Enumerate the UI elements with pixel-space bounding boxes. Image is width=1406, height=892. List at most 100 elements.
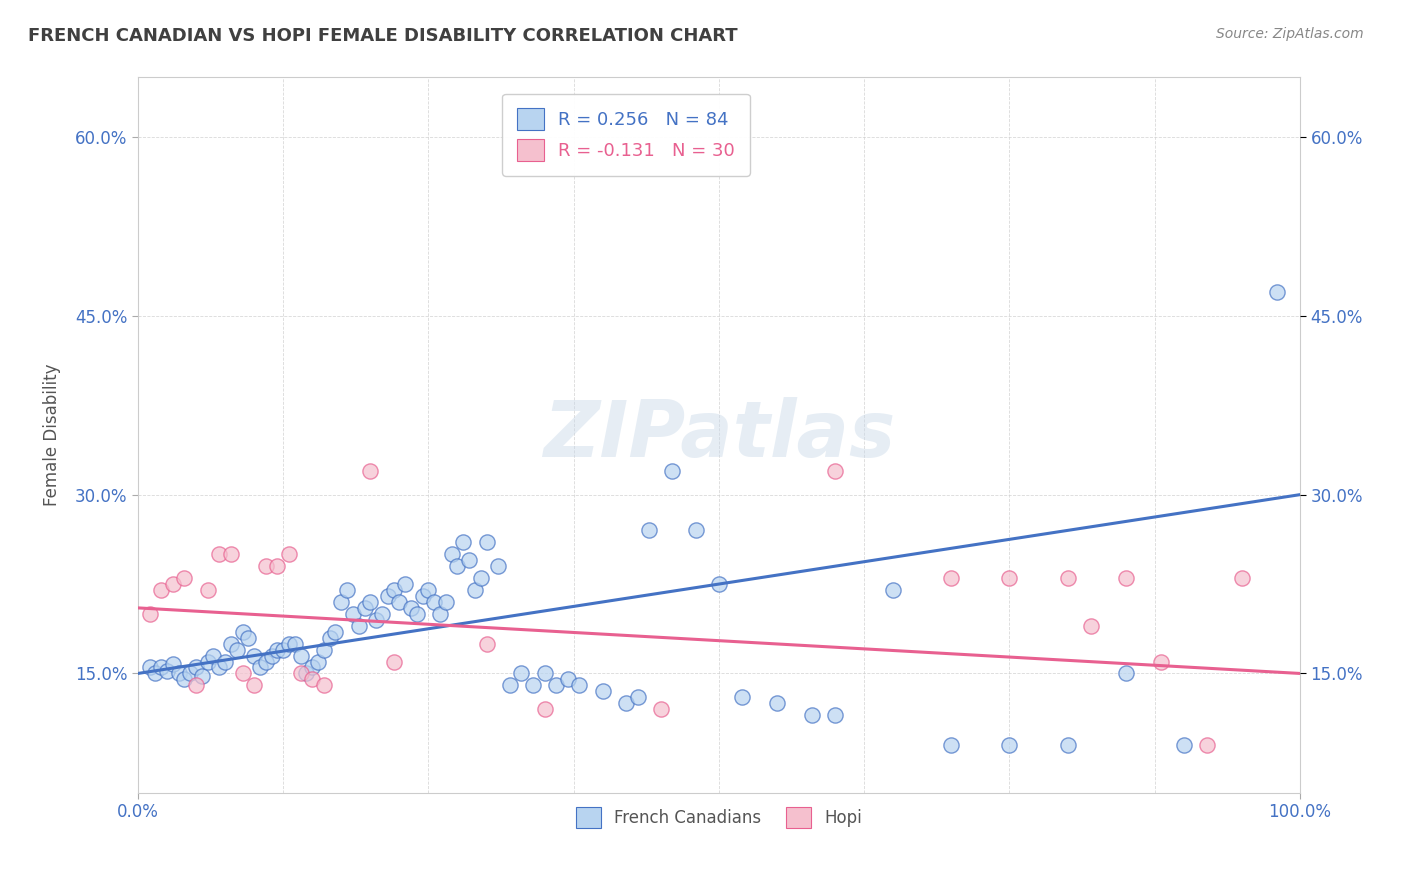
Point	[1149, 655, 1171, 669]
Point	[347, 619, 370, 633]
Text: Source: ZipAtlas.com: Source: ZipAtlas.com	[1216, 27, 1364, 41]
Point	[661, 464, 683, 478]
Point	[353, 600, 375, 615]
Point	[533, 702, 555, 716]
Point	[499, 678, 522, 692]
Point	[179, 666, 201, 681]
Point	[225, 642, 247, 657]
Point	[1080, 619, 1102, 633]
Point	[231, 624, 253, 639]
Point	[405, 607, 427, 621]
Point	[440, 547, 463, 561]
Point	[388, 595, 411, 609]
Point	[412, 589, 434, 603]
Legend: French Canadians, Hopi: French Canadians, Hopi	[569, 801, 869, 834]
Point	[254, 559, 277, 574]
Point	[254, 655, 277, 669]
Point	[592, 684, 614, 698]
Point	[284, 637, 307, 651]
Point	[202, 648, 225, 663]
Point	[208, 660, 231, 674]
Point	[475, 535, 498, 549]
Point	[366, 613, 388, 627]
Point	[382, 582, 405, 597]
Point	[638, 524, 661, 538]
Point	[150, 660, 173, 674]
Point	[377, 589, 399, 603]
Point	[533, 666, 555, 681]
Point	[271, 642, 294, 657]
Point	[260, 648, 283, 663]
Point	[243, 678, 266, 692]
Point	[766, 696, 789, 710]
Point	[941, 571, 963, 585]
Point	[278, 547, 301, 561]
Point	[312, 678, 335, 692]
Y-axis label: Female Disability: Female Disability	[44, 364, 60, 507]
Point	[208, 547, 231, 561]
Point	[1115, 666, 1137, 681]
Point	[1115, 571, 1137, 585]
Point	[882, 582, 904, 597]
Point	[1056, 571, 1078, 585]
Point	[162, 577, 184, 591]
Point	[249, 660, 271, 674]
Point	[464, 582, 486, 597]
Text: FRENCH CANADIAN VS HOPI FEMALE DISABILITY CORRELATION CHART: FRENCH CANADIAN VS HOPI FEMALE DISABILIT…	[28, 27, 738, 45]
Point	[685, 524, 707, 538]
Point	[197, 582, 219, 597]
Point	[394, 577, 416, 591]
Point	[707, 577, 730, 591]
Point	[325, 624, 347, 639]
Point	[184, 678, 207, 692]
Point	[510, 666, 533, 681]
Text: ZIPatlas: ZIPatlas	[543, 397, 896, 473]
Point	[191, 669, 214, 683]
Point	[295, 666, 318, 681]
Point	[231, 666, 253, 681]
Point	[731, 690, 754, 705]
Point	[238, 631, 260, 645]
Point	[941, 738, 963, 752]
Point	[138, 607, 160, 621]
Point	[568, 678, 591, 692]
Point	[173, 571, 195, 585]
Point	[453, 535, 475, 549]
Point	[429, 607, 451, 621]
Point	[138, 660, 160, 674]
Point	[143, 666, 166, 681]
Point	[1195, 738, 1218, 752]
Point	[470, 571, 492, 585]
Point	[184, 660, 207, 674]
Point	[278, 637, 301, 651]
Point	[614, 696, 637, 710]
Point	[173, 673, 195, 687]
Point	[458, 553, 481, 567]
Point	[1056, 738, 1078, 752]
Point	[219, 637, 242, 651]
Point	[418, 582, 440, 597]
Point	[342, 607, 364, 621]
Point	[156, 664, 179, 678]
Point	[266, 642, 288, 657]
Point	[266, 559, 288, 574]
Point	[150, 582, 173, 597]
Point	[486, 559, 509, 574]
Point	[522, 678, 544, 692]
Point	[998, 571, 1021, 585]
Point	[318, 631, 340, 645]
Point	[312, 642, 335, 657]
Point	[434, 595, 457, 609]
Point	[824, 464, 846, 478]
Point	[167, 666, 190, 681]
Point	[307, 655, 329, 669]
Point	[382, 655, 405, 669]
Point	[219, 547, 242, 561]
Point	[1173, 738, 1195, 752]
Point	[301, 660, 323, 674]
Point	[197, 655, 219, 669]
Point	[1230, 571, 1253, 585]
Point	[824, 708, 846, 723]
Point	[330, 595, 353, 609]
Point	[446, 559, 468, 574]
